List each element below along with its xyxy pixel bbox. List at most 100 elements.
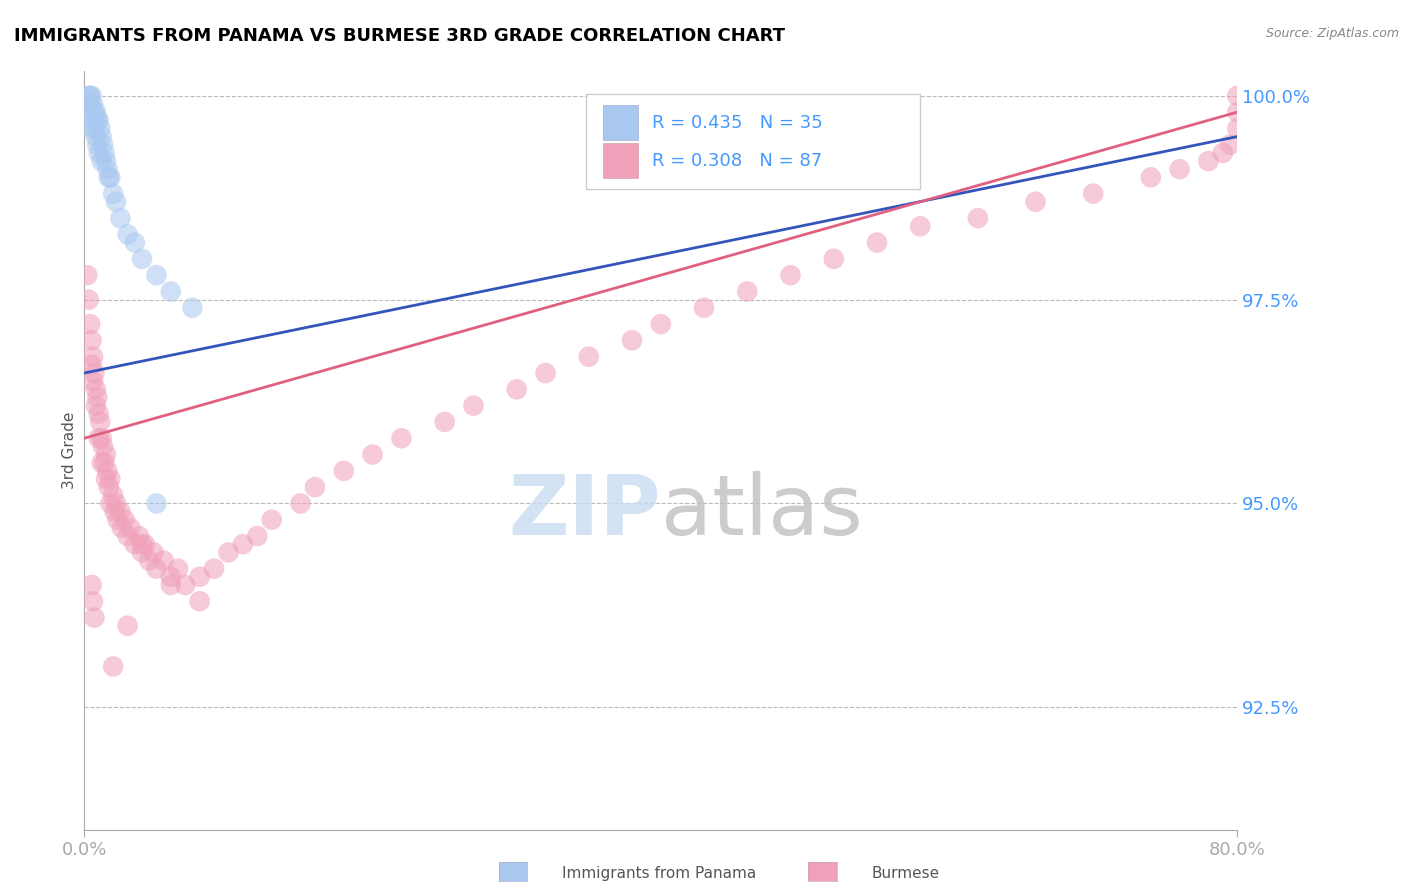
Point: [93, 456, 115, 470]
Point: [84, 129, 107, 144]
FancyBboxPatch shape: [586, 95, 921, 189]
Y-axis label: 3rd Grade: 3rd Grade: [62, 412, 77, 489]
Point: [534, 366, 557, 380]
Point: [693, 301, 716, 315]
Point: [1212, 145, 1234, 160]
Point: [1226, 88, 1249, 103]
Point: [202, 562, 225, 576]
Point: [79, 317, 101, 331]
Point: [120, 521, 142, 535]
Point: [823, 252, 845, 266]
Point: [105, 496, 128, 510]
Point: [621, 334, 644, 348]
Point: [124, 235, 146, 250]
Point: [105, 194, 128, 209]
FancyBboxPatch shape: [603, 144, 638, 178]
Point: [86, 391, 108, 405]
Point: [866, 235, 889, 250]
Text: Source: ZipAtlas.com: Source: ZipAtlas.com: [1265, 27, 1399, 40]
Point: [90, 129, 112, 144]
Point: [103, 488, 124, 502]
Point: [91, 137, 114, 152]
Point: [89, 415, 111, 429]
Point: [1226, 105, 1249, 120]
Point: [134, 537, 156, 551]
Point: [83, 366, 105, 380]
Point: [174, 578, 197, 592]
Point: [90, 456, 112, 470]
Point: [145, 496, 167, 510]
Text: R = 0.435   N = 35: R = 0.435 N = 35: [651, 114, 823, 132]
Point: [82, 350, 104, 364]
Point: [96, 464, 118, 478]
Point: [80, 88, 103, 103]
Point: [97, 480, 120, 494]
Point: [90, 431, 112, 445]
Point: [131, 545, 153, 559]
Point: [333, 464, 356, 478]
Point: [87, 145, 110, 160]
Point: [142, 545, 165, 559]
Text: R = 0.308   N = 87: R = 0.308 N = 87: [651, 152, 823, 169]
Point: [103, 659, 124, 673]
Point: [967, 211, 990, 226]
FancyBboxPatch shape: [603, 105, 638, 140]
Point: [98, 170, 121, 185]
Point: [232, 537, 254, 551]
Point: [145, 562, 167, 576]
Point: [84, 105, 107, 120]
Point: [131, 252, 153, 266]
Point: [463, 399, 485, 413]
Point: [650, 317, 672, 331]
Point: [80, 578, 103, 592]
Point: [1219, 137, 1241, 152]
Point: [160, 578, 183, 592]
Point: [1140, 170, 1163, 185]
Point: [84, 382, 107, 396]
Point: [110, 505, 132, 519]
Point: [77, 88, 100, 103]
Text: IMMIGRANTS FROM PANAMA VS BURMESE 3RD GRADE CORRELATION CHART: IMMIGRANTS FROM PANAMA VS BURMESE 3RD GR…: [14, 27, 785, 45]
Point: [111, 521, 134, 535]
Point: [260, 513, 283, 527]
Point: [87, 431, 110, 445]
Point: [110, 211, 132, 226]
Point: [98, 496, 121, 510]
Text: Burmese: Burmese: [872, 866, 939, 881]
Point: [160, 570, 183, 584]
Point: [97, 170, 120, 185]
Point: [246, 529, 269, 543]
Point: [82, 374, 104, 388]
Point: [83, 121, 105, 136]
Point: [181, 301, 204, 315]
Point: [94, 448, 117, 462]
Point: [94, 472, 117, 486]
Point: [1025, 194, 1047, 209]
Point: [578, 350, 600, 364]
Point: [80, 334, 103, 348]
Point: [117, 619, 139, 633]
Point: [79, 88, 101, 103]
Point: [103, 186, 124, 201]
Point: [83, 105, 105, 120]
Point: [89, 121, 111, 136]
Point: [87, 113, 110, 128]
Point: [304, 480, 326, 494]
Point: [128, 529, 150, 543]
Point: [1168, 162, 1191, 177]
Point: [138, 553, 160, 567]
Point: [104, 505, 127, 519]
Text: ZIP: ZIP: [509, 471, 661, 551]
Point: [117, 227, 139, 242]
Point: [290, 496, 312, 510]
Point: [82, 97, 104, 112]
Point: [77, 293, 100, 307]
Point: [83, 610, 105, 624]
Point: [152, 553, 174, 567]
Point: [167, 562, 190, 576]
Text: Immigrants from Panama: Immigrants from Panama: [562, 866, 756, 881]
Point: [91, 439, 114, 453]
Point: [94, 154, 117, 169]
Text: atlas: atlas: [661, 471, 862, 551]
Point: [98, 472, 121, 486]
